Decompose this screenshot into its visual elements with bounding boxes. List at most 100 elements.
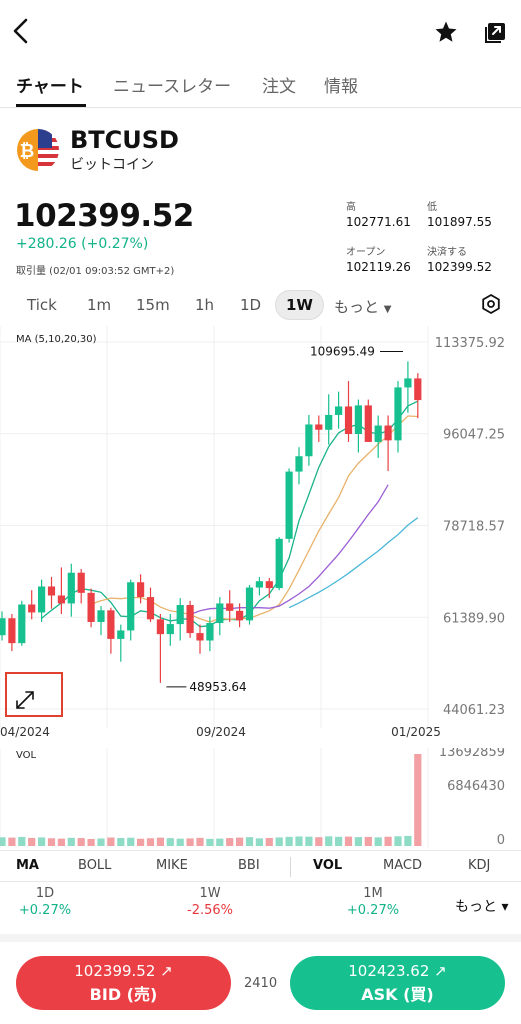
- candle-body: [97, 610, 105, 622]
- candle-body: [166, 624, 174, 635]
- candle-body: [87, 592, 95, 622]
- volume-bar: [344, 836, 353, 846]
- bid-sell-button[interactable]: 102399.52 ↗ BID (売): [16, 956, 231, 1010]
- close-value: 102399.52: [427, 260, 492, 274]
- timeframe-15m[interactable]: 15m: [136, 296, 170, 314]
- volume-bar: [295, 836, 303, 846]
- volume-bar: [196, 837, 204, 846]
- candle-body: [265, 581, 273, 589]
- ask-buy-button[interactable]: 102423.62 ↗ ASK (買): [290, 956, 505, 1010]
- tab-newsletter[interactable]: ニュースレター: [113, 77, 232, 97]
- volume-bar: [146, 838, 155, 846]
- expand-icon[interactable]: [16, 691, 34, 709]
- indicator-mike[interactable]: MIKE: [156, 858, 188, 873]
- indicator-macd[interactable]: MACD: [383, 858, 422, 873]
- volume-bar: [364, 836, 372, 846]
- candle-body: [315, 424, 323, 430]
- timeframe-1h[interactable]: 1h: [195, 296, 215, 314]
- timeframe-more-label: もっと: [334, 298, 380, 316]
- volume-bar: [137, 838, 145, 846]
- candlestick-chart[interactable]: 113375.92 96047.25 78718.57 61389.90 44061.2…: [0, 326, 521, 746]
- candle-body: [344, 406, 353, 435]
- tab-order[interactable]: 注文: [262, 77, 296, 97]
- candle-body: [236, 610, 244, 621]
- candle-body: [216, 603, 224, 624]
- indicator-vol[interactable]: VOL: [313, 858, 343, 873]
- max-price-annotation: 109695.49: [310, 344, 375, 358]
- volume-bar: [176, 838, 184, 846]
- volume-label: VOL: [16, 750, 37, 761]
- volume-bar: [127, 837, 135, 846]
- chevron-down-icon: ▼: [383, 304, 392, 315]
- candle-body: [57, 595, 65, 604]
- indicator-boll[interactable]: BOLL: [78, 858, 112, 873]
- timeframe-selector: Tick 1m 15m 1h 1D 1W もっと ▼: [0, 290, 521, 324]
- ma-indicator-label: MA (5,10,20,30): [16, 334, 97, 345]
- performance-1m: 1M +0.27%: [313, 886, 433, 918]
- candle-body: [275, 538, 283, 589]
- open-label: オープン: [346, 247, 386, 258]
- performance-row: 1D +0.27% 1W -2.56% 1M +0.27% もっと ▾: [0, 886, 521, 926]
- candle-body: [295, 456, 303, 472]
- performance-1m-label: 1M: [363, 886, 383, 901]
- high-value: 102771.61: [346, 215, 411, 229]
- bid-label: BID (売): [89, 985, 158, 1004]
- volume-bar: [57, 838, 65, 846]
- volume-bar: [265, 837, 273, 846]
- volume-bar: [305, 836, 313, 846]
- chevron-left-icon: [13, 18, 28, 44]
- volume-bar: [216, 838, 224, 846]
- volume-bar: [245, 837, 254, 846]
- volume-tick-label: 13692859: [439, 748, 505, 760]
- timeframe-1m[interactable]: 1m: [87, 296, 112, 314]
- volume-bar: [384, 836, 392, 846]
- candle-body: [255, 581, 263, 588]
- active-tab-indicator: [16, 104, 86, 107]
- timeframe-1d[interactable]: 1D: [240, 296, 262, 314]
- x-tick-label: 01/2025: [391, 725, 441, 739]
- candle-body: [146, 597, 155, 620]
- symbol-name: BTCUSD: [70, 126, 179, 154]
- candle-body: [18, 604, 26, 644]
- candle-body: [325, 414, 333, 430]
- tab-chart[interactable]: チャート: [16, 77, 84, 97]
- indicator-bbi[interactable]: BBI: [238, 858, 260, 873]
- volume-bar: [335, 836, 343, 846]
- symbol-description: ビットコイン: [70, 157, 154, 173]
- candle-body: [127, 582, 135, 631]
- performance-more-button[interactable]: もっと ▾: [455, 899, 509, 915]
- candle-body: [404, 378, 412, 388]
- timeframe-1w[interactable]: 1W: [275, 290, 324, 320]
- timeframe-tick[interactable]: Tick: [27, 296, 57, 314]
- volume-bar: [166, 838, 174, 846]
- volume-bar: [255, 838, 263, 846]
- share-button[interactable]: [484, 20, 508, 44]
- candle-body: [414, 378, 422, 401]
- high-label: 高: [346, 202, 356, 213]
- chart-settings-icon[interactable]: [480, 293, 502, 315]
- timeframe-more[interactable]: もっと ▼: [334, 296, 392, 317]
- candle-body: [364, 405, 372, 442]
- performance-1w: 1W -2.56%: [150, 886, 270, 918]
- order-bar: 102399.52 ↗ BID (売) 2410 102423.62 ↗ ASK…: [0, 942, 521, 1024]
- candle-body: [137, 582, 145, 598]
- volume-bar: [414, 754, 422, 846]
- volume-bar: [38, 837, 46, 846]
- performance-1d-label: 1D: [35, 886, 55, 901]
- candle-body: [245, 587, 254, 621]
- candle-body: [335, 406, 343, 415]
- indicator-ma[interactable]: MA: [16, 858, 39, 873]
- y-tick-label: 113375.92: [435, 336, 505, 351]
- y-tick-label: 78718.57: [443, 520, 505, 535]
- candle-body: [117, 630, 125, 639]
- indicator-kdj[interactable]: KDJ: [468, 858, 491, 873]
- indicator-bar: MA BOLL MIKE BBI VOL MACD KDJ: [0, 850, 521, 882]
- spread-value: 2410: [244, 976, 278, 991]
- tab-info[interactable]: 情報: [324, 77, 358, 97]
- candle-body: [28, 604, 36, 613]
- back-button[interactable]: [10, 16, 38, 50]
- top-bar: [0, 0, 521, 64]
- favorite-button[interactable]: [434, 20, 460, 46]
- share-icon: [485, 23, 505, 43]
- candle-body: [285, 471, 293, 539]
